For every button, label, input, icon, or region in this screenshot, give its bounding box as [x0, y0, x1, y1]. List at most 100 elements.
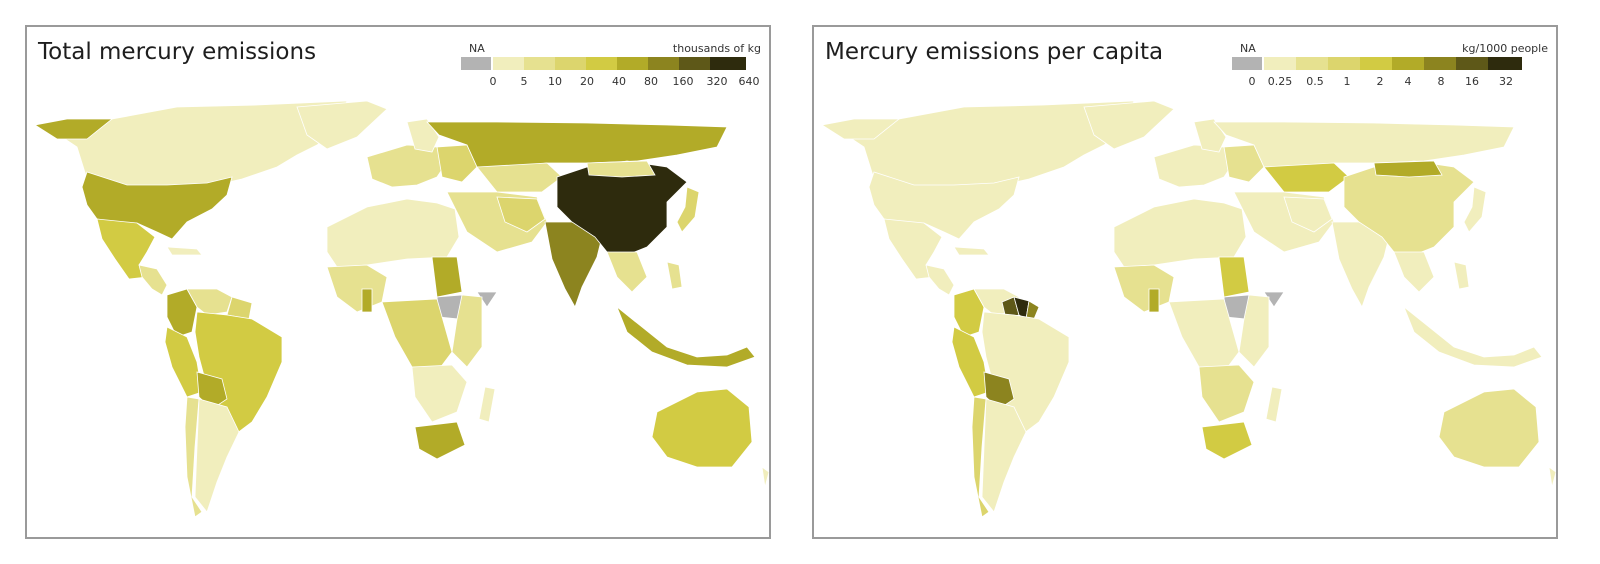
region-greenland — [296, 100, 388, 150]
region-west-africa — [1113, 264, 1175, 313]
region-new-zealand — [1548, 466, 1556, 488]
region-ghana — [361, 288, 373, 313]
legend-tick: 0.25 — [1267, 75, 1293, 88]
region-kazakhstan — [1263, 162, 1350, 193]
region-southern-africa — [1198, 364, 1255, 423]
region-peru — [164, 326, 203, 398]
region-scandinavia — [1193, 118, 1227, 153]
legend-tick: 320 — [706, 75, 728, 88]
region-sudan — [1218, 256, 1250, 298]
legend-unit-label: thousands of kg — [672, 42, 761, 55]
region-alaska — [820, 118, 901, 140]
region-west-africa — [326, 264, 388, 313]
map-title: Mercury emissions per capita — [825, 39, 1164, 65]
legend-swatch-1 — [493, 57, 524, 70]
region-chile — [184, 396, 203, 518]
region-iran — [496, 196, 546, 233]
legend-tick: 16 — [1465, 75, 1479, 88]
legend-tick: 640 — [738, 75, 760, 88]
legend-swatch-2 — [1296, 57, 1328, 70]
region-iran — [1283, 196, 1333, 233]
legend-tick: 1 — [1343, 75, 1351, 88]
legend-swatch-6 — [1424, 57, 1456, 70]
legend-swatch-7 — [1456, 57, 1488, 70]
legend-tick: 80 — [644, 75, 658, 88]
legend-tick: 2 — [1376, 75, 1384, 88]
region-sudan — [431, 256, 463, 298]
legend-swatch-1 — [1264, 57, 1296, 70]
legend-na-label: NA — [1240, 42, 1256, 55]
region-alaska — [33, 118, 114, 140]
legend-swatch-na — [461, 57, 491, 70]
legend-na-label: NA — [469, 42, 485, 55]
legend-tick: 10 — [548, 75, 562, 88]
legend-tick: 4 — [1404, 75, 1412, 88]
region-madagascar — [478, 386, 496, 423]
region-eastern-europe — [436, 144, 478, 183]
region-bolivia — [196, 371, 228, 410]
legend-tick: 20 — [580, 75, 594, 88]
legend-swatch-7 — [679, 57, 710, 70]
region-greenland — [1083, 100, 1175, 150]
region-philippines — [666, 261, 683, 290]
total-emissions-map-panel: Total mercury emissions NA thousands of … — [25, 25, 771, 539]
region-western-europe — [366, 144, 448, 188]
region-east-africa — [1238, 294, 1270, 368]
per-capita-emissions-map-panel: Mercury emissions per capita NA kg/1000 … — [812, 25, 1558, 539]
legend-tick: 0.5 — [1306, 75, 1324, 88]
region-philippines — [1453, 261, 1470, 290]
legend-tick: 8 — [1437, 75, 1445, 88]
legend-swatch-3 — [555, 57, 586, 70]
region-southern-africa — [411, 364, 468, 423]
region-venezuela — [186, 288, 233, 316]
legend-swatch-na — [1232, 57, 1262, 70]
region-south-africa — [1201, 421, 1253, 460]
legend-swatch-6 — [648, 57, 679, 70]
region-south-africa — [414, 421, 466, 460]
region-japan — [1463, 186, 1487, 233]
legend: NA kg/1000 people 0 0.25 0.5 1 2 4 8 16 … — [814, 27, 1556, 127]
region-western-europe — [1153, 144, 1235, 188]
region-argentina — [981, 398, 1027, 513]
legend-tick: 32 — [1499, 75, 1513, 88]
region-southeast-asia — [606, 251, 648, 293]
region-caribbean — [166, 246, 203, 256]
region-peru — [951, 326, 990, 398]
region-north-africa — [1113, 198, 1247, 268]
region-chile — [971, 396, 990, 518]
legend-tick: 40 — [612, 75, 626, 88]
region-australia — [1438, 388, 1540, 468]
region-central-america — [925, 264, 955, 296]
region-southeast-asia — [1393, 251, 1435, 293]
legend-swatch-8 — [1488, 57, 1522, 70]
map-title: Total mercury emissions — [38, 39, 317, 65]
region-eastern-europe — [1223, 144, 1265, 183]
region-bolivia — [983, 371, 1015, 410]
region-central-america — [138, 264, 168, 296]
region-madagascar — [1265, 386, 1283, 423]
region-north-africa — [326, 198, 460, 268]
region-new-zealand — [761, 466, 769, 488]
legend-swatch-4 — [586, 57, 617, 70]
legend-unit-label: kg/1000 people — [1462, 42, 1548, 55]
legend-swatch-3 — [1328, 57, 1360, 70]
legend-tick: 160 — [672, 75, 694, 88]
region-indonesia — [616, 305, 756, 368]
world-map-per-capita — [820, 100, 1556, 518]
world-map-total — [33, 100, 769, 518]
legend-swatch-8 — [710, 57, 746, 70]
legend-tick: 0 — [1248, 75, 1256, 88]
region-japan — [676, 186, 700, 233]
region-east-africa — [451, 294, 483, 368]
region-mongolia — [586, 160, 656, 178]
region-caribbean — [953, 246, 990, 256]
region-kazakhstan — [476, 162, 563, 193]
region-argentina — [194, 398, 240, 513]
region-australia — [651, 388, 753, 468]
region-scandinavia — [406, 118, 440, 153]
legend-tick: 0 — [489, 75, 497, 88]
legend-swatch-2 — [524, 57, 555, 70]
region-ghana — [1148, 288, 1160, 313]
legend-swatch-5 — [1392, 57, 1424, 70]
legend-swatch-5 — [617, 57, 648, 70]
